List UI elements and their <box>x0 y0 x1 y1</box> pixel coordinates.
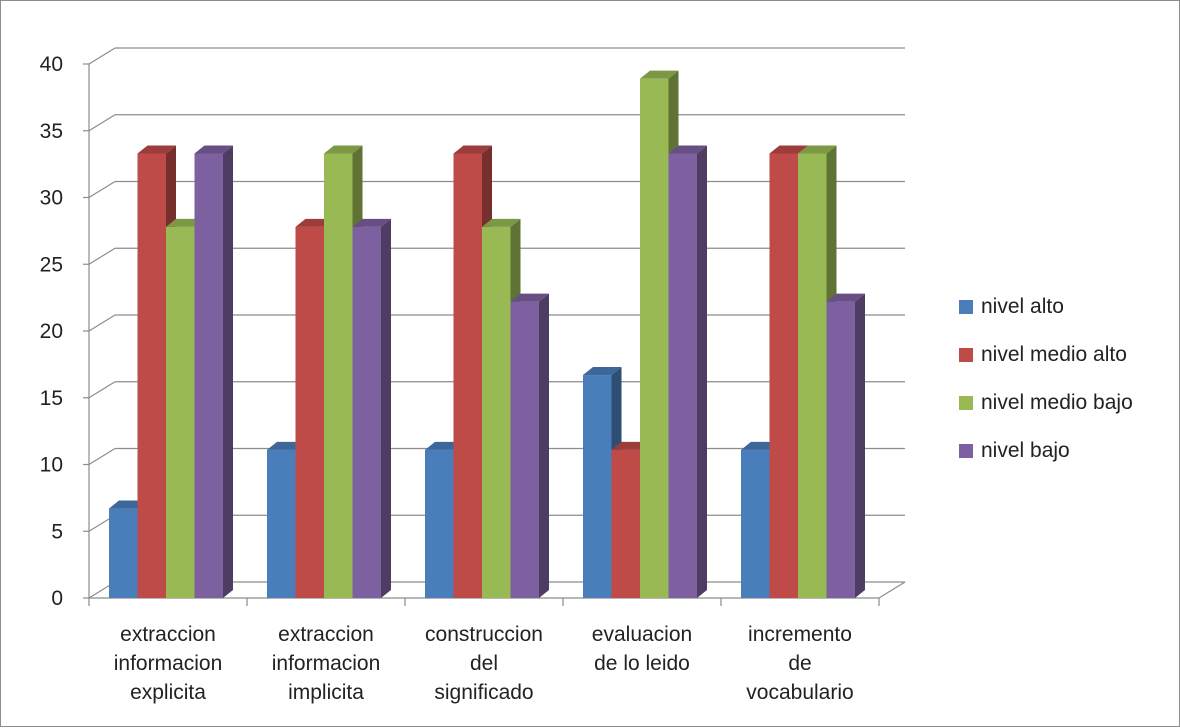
bar-side <box>697 145 707 598</box>
bar <box>295 226 324 598</box>
bar-side <box>381 218 391 598</box>
x-category-label-line: evaluacion <box>592 623 692 646</box>
x-category-label-line: de lo leido <box>594 652 690 675</box>
x-category-label-line: construccion <box>425 623 543 646</box>
bar-top <box>194 145 233 154</box>
bar <box>798 153 827 598</box>
gridline-connector <box>88 447 116 466</box>
gridline-connector <box>88 381 116 399</box>
x-category-label-line: extraccion <box>120 623 216 646</box>
x-category-label-line: incremento <box>748 623 852 646</box>
bar <box>826 301 855 598</box>
x-category-label-line: vocabulario <box>746 681 853 704</box>
legend-label: nivel medio bajo <box>981 391 1133 414</box>
bar <box>769 153 798 598</box>
legend-item-nivel-medio-alto: nivel medio alto <box>959 331 1133 379</box>
x-category-label-line: extraccion <box>278 623 374 646</box>
bar-top <box>137 145 176 154</box>
bar-top <box>826 293 865 302</box>
legend-swatch <box>959 348 973 362</box>
y-tick-label: 10 <box>40 454 63 477</box>
y-tick-label: 5 <box>51 520 63 543</box>
bar <box>482 226 511 598</box>
bar <box>109 508 138 598</box>
y-tick-label: 0 <box>51 587 63 610</box>
bar-top <box>510 293 549 302</box>
x-category-label-line: del <box>470 652 498 675</box>
legend-swatch <box>959 396 973 410</box>
bar <box>510 301 539 598</box>
bar-side <box>539 293 549 598</box>
x-category-label-line: explicita <box>130 681 206 704</box>
bar-side <box>223 145 233 598</box>
floor-edge <box>878 581 906 599</box>
x-category-label-line: informacion <box>114 652 223 675</box>
bar-top <box>798 145 837 154</box>
bar-top <box>453 145 492 154</box>
bar <box>668 153 697 598</box>
bar <box>166 226 195 598</box>
bar-top <box>769 145 808 154</box>
x-category-label-line: informacion <box>272 652 381 675</box>
bar-top <box>324 145 363 154</box>
x-category-label-line: implicita <box>288 681 364 704</box>
bar-top <box>668 145 707 154</box>
gridline-connector <box>88 314 116 332</box>
legend-swatch <box>959 444 973 458</box>
bar-top <box>352 218 391 227</box>
legend-label: nivel medio alto <box>981 343 1127 366</box>
legend-label: nivel bajo <box>981 439 1070 462</box>
gridline-connector <box>88 47 116 65</box>
legend: nivel alto nivel medio alto nivel medio … <box>959 283 1133 475</box>
gridline-connector <box>88 247 116 265</box>
legend-item-nivel-alto: nivel alto <box>959 283 1133 331</box>
y-tick-label: 35 <box>40 120 63 143</box>
x-category-label: extraccion informacion explicita <box>114 623 223 704</box>
bar <box>425 449 454 598</box>
y-tick-label: 15 <box>40 387 63 410</box>
bar <box>267 449 296 598</box>
bar <box>583 375 612 598</box>
y-tick-label: 30 <box>40 187 63 210</box>
x-category-label: extraccion informacion implicita <box>272 623 381 704</box>
legend-swatch <box>959 300 973 314</box>
bar-top <box>640 70 679 79</box>
x-category-label: evaluacion de lo leido <box>592 623 692 675</box>
bar <box>741 449 770 598</box>
legend-label: nivel alto <box>981 295 1064 318</box>
bar <box>137 153 166 598</box>
legend-item-nivel-medio-bajo: nivel medio bajo <box>959 379 1133 427</box>
bar <box>640 78 669 598</box>
y-tick-label: 40 <box>40 53 63 76</box>
bar-side <box>855 293 865 598</box>
y-tick-label: 25 <box>40 253 63 276</box>
legend-item-nivel-bajo: nivel bajo <box>959 427 1133 475</box>
x-category-label-line: de <box>788 652 811 675</box>
bar <box>324 153 353 598</box>
bar <box>352 226 381 598</box>
y-tick-label: 20 <box>40 320 63 343</box>
bar-top <box>482 218 521 227</box>
gridline-connector <box>88 180 116 199</box>
gridline-connector <box>88 114 116 132</box>
x-category-label: incremento de vocabulario <box>746 623 853 704</box>
bar <box>611 449 640 598</box>
bar <box>453 153 482 598</box>
bar-top <box>583 367 622 376</box>
x-category-label-line: significado <box>434 681 533 704</box>
x-category-label: construccion del significado <box>425 623 543 704</box>
bar <box>194 153 223 598</box>
